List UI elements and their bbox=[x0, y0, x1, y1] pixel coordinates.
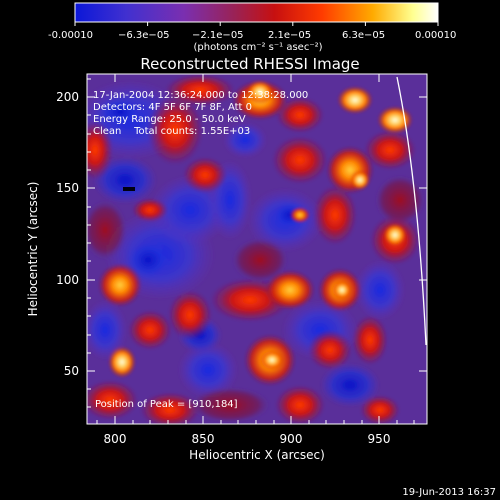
x-tick-label: 800 bbox=[104, 432, 127, 446]
y-tick-label: 200 bbox=[56, 90, 79, 104]
time-range-text: 17-Jan-2004 12:36:24.000 to 12:38:28.000 bbox=[93, 90, 308, 101]
colorbar-tick-label: −6.3e−05 bbox=[118, 30, 170, 41]
y-axis-ticks bbox=[87, 78, 427, 408]
peak-position-text: Position of Peak = [910,184] bbox=[95, 399, 238, 410]
dark-mark bbox=[123, 187, 135, 191]
colorbar-gradient bbox=[74, 2, 439, 23]
rhessi-image bbox=[87, 74, 427, 424]
colorbar-tick-label: 2.1e−05 bbox=[268, 30, 311, 41]
y-tick-label: 100 bbox=[56, 273, 79, 287]
y-axis-title: Heliocentric Y (arcsec) bbox=[26, 182, 40, 317]
y-tick-label: 150 bbox=[56, 181, 79, 195]
plot-title: Reconstructed RHESSI Image bbox=[140, 55, 359, 73]
colorbar: -0.00010 −6.3e−05 −2.1e−05 2.1e−05 6.3e−… bbox=[48, 2, 456, 53]
energy-range-text: Energy Range: 25.0 - 50.0 keV bbox=[93, 114, 246, 125]
colorbar-tick-label: −2.1e−05 bbox=[192, 30, 244, 41]
x-axis-title: Heliocentric X (arcsec) bbox=[189, 448, 325, 462]
colorbar-ticks bbox=[74, 22, 439, 26]
clean-counts-text: Clean Total counts: 1.55E+03 bbox=[93, 126, 250, 137]
detectors-text: Detectors: 4F 5F 6F 7F 8F, Att 0 bbox=[93, 102, 252, 113]
colorbar-tick-label: 6.3e−05 bbox=[342, 30, 385, 41]
footer-timestamp: 19-Jun-2013 16:37 bbox=[402, 487, 496, 498]
x-axis-ticks bbox=[96, 74, 415, 424]
y-tick-label: 50 bbox=[64, 364, 79, 378]
plot-frame bbox=[86, 73, 428, 425]
solar-limb-line bbox=[396, 76, 427, 346]
colorbar-units: (photons cm⁻² s⁻¹ asec⁻²) bbox=[193, 42, 322, 53]
x-tick-label: 900 bbox=[280, 432, 303, 446]
colorbar-tick-label: 0.00010 bbox=[415, 30, 456, 41]
x-tick-label: 950 bbox=[368, 432, 391, 446]
colorbar-tick-label: -0.00010 bbox=[48, 30, 93, 41]
annotation-block: 17-Jan-2004 12:36:24.000 to 12:38:28.000… bbox=[93, 90, 308, 410]
x-tick-label: 850 bbox=[192, 432, 215, 446]
